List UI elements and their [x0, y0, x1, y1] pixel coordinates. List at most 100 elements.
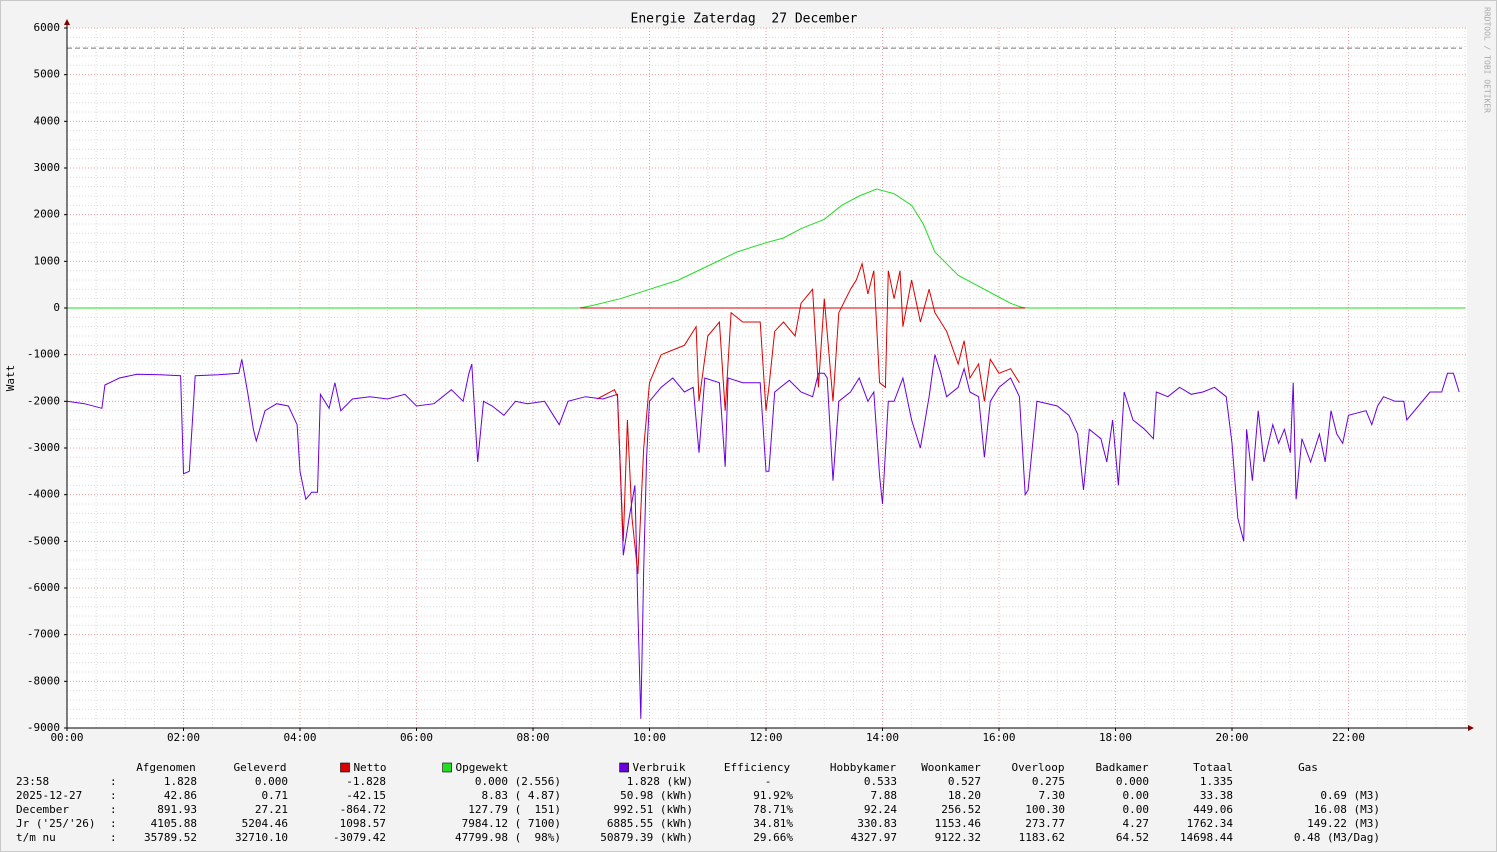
legend-swatch	[619, 762, 629, 773]
table-cell: 1762.34	[1187, 817, 1234, 830]
series-line	[67, 188, 1465, 309]
table-cell: 127.79 ( 151)	[468, 803, 561, 816]
table-cell: 0.00	[1123, 789, 1150, 802]
table-cell: 23:58	[16, 775, 49, 788]
y-tick-label: -1000	[27, 348, 60, 361]
table-cell: -864.72	[340, 803, 386, 816]
table-cell: 42.86	[164, 789, 197, 802]
table-cell: 449.06	[1193, 803, 1233, 816]
table-cell: 330.83	[857, 817, 897, 830]
grid: 6000 5000 4000 3000 2000 1000 0 -1000 -2000 -3000…	[27, 21, 1467, 744]
table-cell: :	[110, 775, 117, 788]
table-cell: 0.275	[1032, 775, 1065, 788]
x-tick-label: 10:00	[633, 731, 666, 744]
table-cell: 0.00	[1123, 803, 1150, 816]
table-cell: December	[16, 803, 69, 816]
table-cell: 18.20	[948, 789, 981, 802]
table-cell: 891.93	[157, 803, 197, 816]
table-cell: 6885.55 (kWh)	[607, 817, 693, 830]
y-tick-label: -4000	[27, 488, 60, 501]
x-tick-label: 02:00	[167, 731, 200, 744]
x-tick-label: 18:00	[1099, 731, 1132, 744]
y-tick-label: -2000	[27, 394, 60, 407]
table-cell: 27.21	[255, 803, 288, 816]
table-cell: 9122.32	[935, 831, 981, 844]
table-cell: 16.08 (M3)	[1314, 803, 1380, 816]
table-cell: t/m nu	[16, 831, 56, 844]
y-tick-label: 3000	[34, 161, 61, 174]
table-header: Verbruik	[633, 761, 686, 774]
table-cell: 100.30	[1025, 803, 1065, 816]
table-cell: 4105.88	[151, 817, 197, 830]
chart-title: Energie Zaterdag 27 December	[631, 12, 858, 27]
y-arrow	[64, 19, 70, 25]
series-line	[66, 354, 1460, 719]
x-tick-label: 14:00	[866, 731, 899, 744]
table-cell: 33.38	[1200, 789, 1233, 802]
table-header: Opgewekt	[456, 761, 509, 774]
table-header: Gas	[1298, 761, 1318, 774]
series-line	[596, 261, 1020, 575]
table-cell: 50.98 (kWh)	[620, 789, 693, 802]
x-tick-label: 04:00	[283, 731, 316, 744]
legend-swatch	[442, 762, 452, 773]
y-tick-label: -9000	[27, 721, 60, 734]
y-tick-label: -5000	[27, 534, 60, 547]
y-tick-label: -3000	[27, 441, 60, 454]
table-cell: 50879.39 (kWh)	[600, 831, 693, 844]
table-cell: 0.000 (2.556)	[475, 775, 561, 788]
table-header: Overloop	[1012, 761, 1065, 774]
x-tick-label: 20:00	[1215, 731, 1248, 744]
table-cell: -3079.42	[333, 831, 386, 844]
y-axis-label: Watt	[4, 365, 17, 392]
table-header: Efficiency	[724, 761, 791, 774]
table-cell: 256.52	[941, 803, 981, 816]
table-cell: 1098.57	[340, 817, 386, 830]
side-text: RRDTOOL / TOBI OETIKER	[1483, 7, 1492, 113]
legend-swatch	[340, 762, 350, 773]
table-cell: -	[765, 775, 772, 788]
y-tick-label: 2000	[34, 208, 61, 221]
table-cell: 5204.46	[242, 817, 288, 830]
x-tick-label: 12:00	[749, 731, 782, 744]
plot-area	[67, 28, 1467, 728]
x-tick-label: 00:00	[50, 731, 83, 744]
table-cell: :	[110, 831, 117, 844]
table-cell: 91.92%	[753, 789, 793, 802]
y-tick-label: -7000	[27, 628, 60, 641]
table-cell: 4.27	[1123, 817, 1150, 830]
y-tick-label: 5000	[34, 68, 61, 81]
lines	[66, 188, 1465, 719]
table-header: Badkamer	[1096, 761, 1149, 774]
y-tick-label: 6000	[34, 21, 61, 34]
table-cell: 29.66%	[753, 831, 793, 844]
table-cell: 1.828 (kW)	[627, 775, 693, 788]
table-cell: 32710.10	[235, 831, 288, 844]
table-header: Woonkamer	[921, 761, 981, 774]
table-cell: :	[110, 817, 117, 830]
table-cell: 149.22 (M3)	[1307, 817, 1380, 830]
table-cell: -42.15	[346, 789, 386, 802]
table-cell: 78.71%	[753, 803, 793, 816]
y-tick-label: -6000	[27, 581, 60, 594]
table-cell: 0.48 (M3/Dag)	[1294, 831, 1380, 844]
summary-table: Afgenomen Geleverd Netto Opgewekt Verbruik Ef…	[16, 761, 1380, 844]
table-cell: 0.527	[948, 775, 981, 788]
table-cell: 273.77	[1025, 817, 1065, 830]
table-cell: :	[110, 789, 117, 802]
table-cell: 0.71	[262, 789, 289, 802]
table-cell: 34.81%	[753, 817, 793, 830]
table-cell: 64.52	[1116, 831, 1149, 844]
y-tick-label: 4000	[34, 114, 61, 127]
table-header: Totaal	[1193, 761, 1233, 774]
table-cell: 0.000	[1116, 775, 1149, 788]
table-header: Hobbykamer	[830, 761, 897, 774]
table-cell: :	[110, 803, 117, 816]
table-cell: -1.828	[346, 775, 386, 788]
table-cell: 47799.98 ( 98%)	[455, 831, 561, 844]
table-cell: 92.24	[864, 803, 897, 816]
table-cell: 1153.46	[935, 817, 981, 830]
table-header: Netto	[353, 761, 386, 774]
x-tick-label: 06:00	[400, 731, 433, 744]
